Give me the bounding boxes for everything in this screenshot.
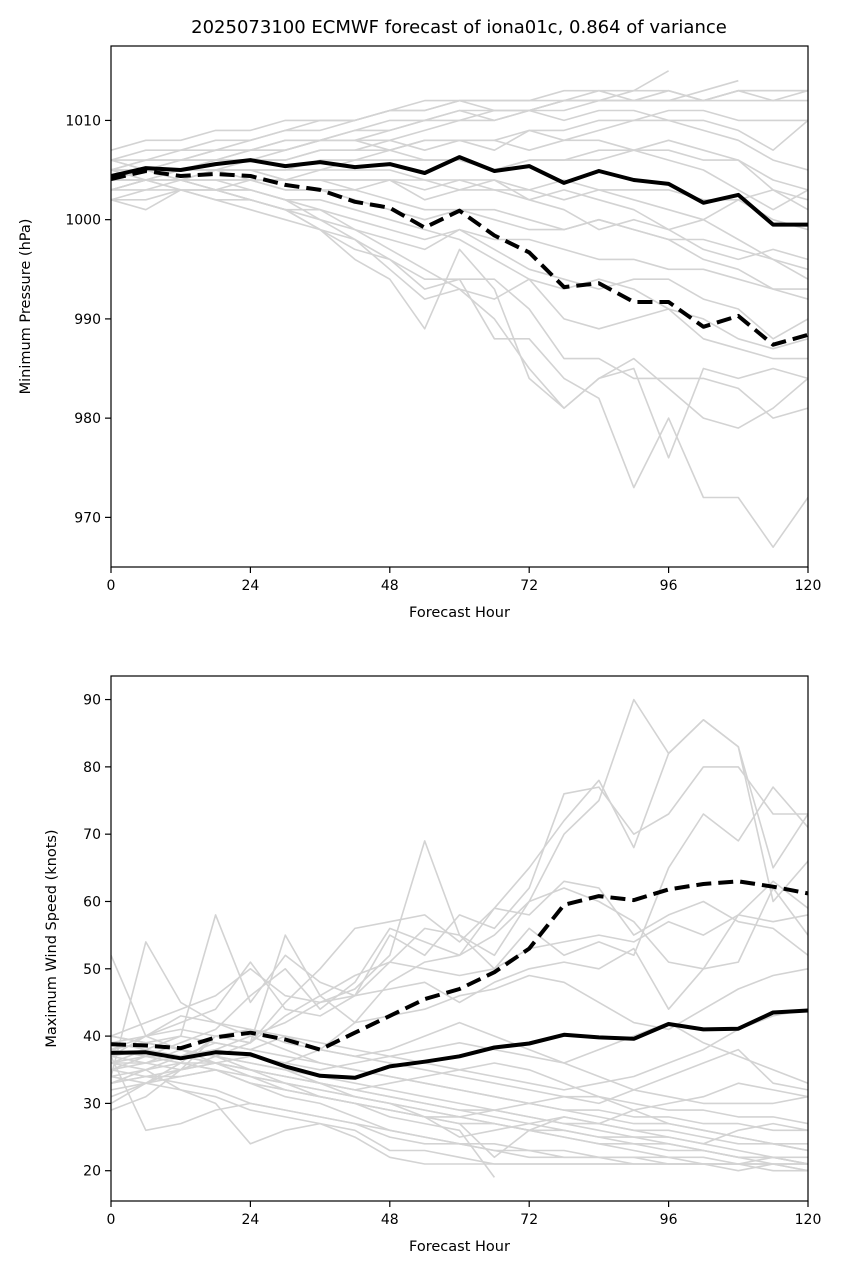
pressure-ensemble-line-13: [111, 179, 808, 429]
wind-x-tick-label: 96: [660, 1212, 678, 1228]
pressure-ensemble-line-4: [111, 79, 739, 171]
pressure-x-axis-label: Forecast Hour: [409, 605, 510, 621]
wind-ensemble-line-19: [111, 1055, 808, 1172]
wind-y-tick-label: 30: [83, 1096, 101, 1112]
pressure-ensemble-line-25: [111, 169, 808, 231]
wind-y-axis-label: Maximum Wind Speed (knots): [44, 829, 60, 1047]
wind-ensemble-line-4: [111, 786, 808, 1037]
wind-ensemble-line-1: [111, 941, 808, 1152]
pressure-x-tick-label: 120: [795, 578, 822, 594]
wind-ensemble-line-28: [111, 1048, 808, 1145]
pressure-ensemble-line-23: [111, 89, 808, 191]
pressure-panel: 0 24 48 72 96 120 970 980 990 1000 1010 Forecast …: [18, 45, 822, 621]
wind-x-tick-label: 0: [107, 1212, 116, 1228]
pressure-y-tick-label: 980: [74, 411, 101, 427]
wind-panel: 0 24 48 72 96 120 20 30 40 50 60 70 80 90 Forecast H…: [44, 675, 822, 1255]
pressure-y-tick-label: 1010: [65, 113, 101, 129]
pressure-ensemble-line-24: [111, 109, 808, 211]
wind-ensemble-line-20: [111, 1055, 808, 1172]
pressure-ensemble-line-10: [111, 169, 808, 261]
pressure-y-tick-label: 1000: [65, 213, 101, 229]
pressure-solid-series-line: [111, 155, 808, 227]
pressure-ensemble-line-15: [111, 189, 808, 549]
wind-plot-frame: [110, 675, 809, 1202]
wind-ensemble-line-0: [111, 954, 808, 1165]
wind-x-axis-label: Forecast Hour: [409, 1239, 510, 1255]
wind-x-tick-label: 120: [795, 1212, 822, 1228]
wind-y-tick-label: 40: [83, 1029, 101, 1045]
wind-dashed-series-line: [111, 879, 808, 1052]
pressure-x-tick-label: 96: [660, 578, 678, 594]
wind-y-tick-label: 70: [83, 827, 101, 843]
wind-y-tick-label: 50: [83, 962, 101, 978]
pressure-x-ticks: 0 24 48 72 96 120: [107, 567, 822, 594]
wind-ensemble-line-7: [111, 887, 808, 1098]
pressure-x-tick-label: 0: [107, 578, 116, 594]
wind-x-tick-label: 24: [241, 1212, 259, 1228]
pressure-plot-frame: [110, 45, 809, 568]
wind-ensemble-line-26: [111, 1055, 808, 1159]
figure-title: 2025073100 ECMWF forecast of iona01c, 0.…: [191, 17, 727, 38]
pressure-ensemble-line-5: [111, 99, 808, 151]
pressure-ensemble-line-19: [111, 179, 808, 290]
wind-y-ticks: 20 30 40 50 60 70 80 90: [83, 693, 111, 1180]
wind-ensemble-line-2: [111, 718, 808, 1105]
pressure-y-ticks: 970 980 990 1000 1010: [65, 113, 111, 526]
wind-ensemble-line-5: [111, 766, 808, 1051]
wind-y-tick-label: 90: [83, 693, 101, 709]
pressure-x-tick-label: 24: [241, 578, 259, 594]
pressure-y-axis-label: Minimum Pressure (hPa): [18, 219, 34, 395]
pressure-y-tick-label: 970: [74, 510, 101, 526]
wind-ensemble-line-14: [111, 1035, 808, 1132]
wind-ensemble-line-8: [111, 914, 808, 1111]
pressure-ensemble-line-12: [111, 179, 808, 350]
wind-ensemble-line-30: [111, 1008, 808, 1091]
wind-highlight-lines: [111, 879, 808, 1080]
pressure-ensemble-line-22: [111, 149, 808, 191]
wind-ensemble-line-24: [111, 1062, 808, 1165]
wind-ensemble-lines: [111, 698, 808, 1178]
wind-ensemble-line-16: [111, 1062, 808, 1165]
pressure-x-tick-label: 72: [520, 578, 538, 594]
pressure-x-tick-label: 48: [381, 578, 399, 594]
wind-y-tick-label: 80: [83, 760, 101, 776]
pressure-ensemble-line-9: [111, 169, 808, 280]
pressure-dashed-series-line: [111, 169, 808, 347]
wind-solid-series-line: [111, 1008, 808, 1080]
pressure-ensemble-line-17: [111, 169, 808, 360]
pressure-highlight-lines: [111, 155, 808, 347]
wind-x-ticks: 0 24 48 72 96 120: [107, 1201, 822, 1228]
wind-x-tick-label: 48: [381, 1212, 399, 1228]
wind-y-tick-label: 20: [83, 1164, 101, 1180]
wind-y-tick-label: 60: [83, 894, 101, 910]
pressure-ensemble-lines: [111, 70, 808, 549]
wind-x-tick-label: 72: [520, 1212, 538, 1228]
pressure-y-tick-label: 990: [74, 312, 101, 328]
pressure-ensemble-line-16: [111, 189, 808, 459]
